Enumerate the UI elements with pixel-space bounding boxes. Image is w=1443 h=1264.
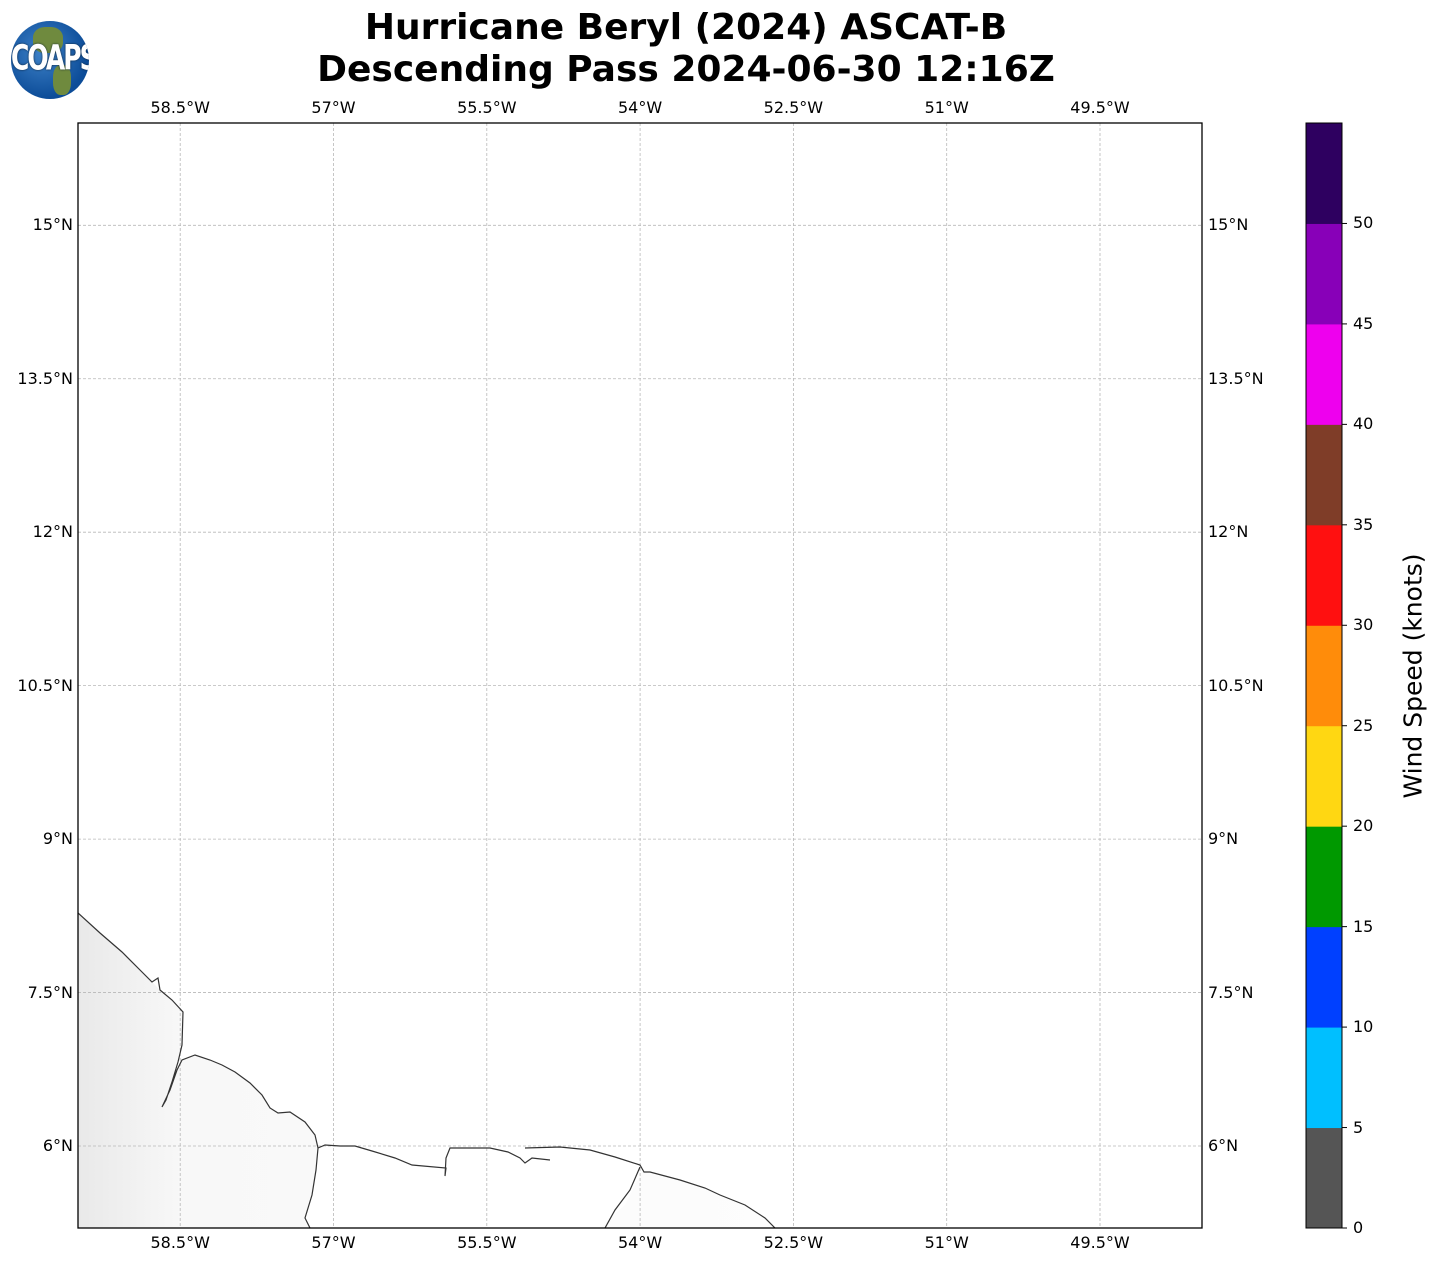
colorbar-frame bbox=[1305, 122, 1343, 1229]
lat-label-right: 6°N bbox=[1208, 1136, 1239, 1155]
land-fill bbox=[78, 913, 775, 1228]
lat-label-right: 7.5°N bbox=[1208, 982, 1254, 1002]
title-line-2: Descending Pass 2024-06-30 12:16Z bbox=[317, 49, 1055, 90]
colorbar bbox=[1305, 122, 1347, 1229]
lon-label-top: 52.5°W bbox=[763, 98, 824, 117]
lon-label-bottom: 54°W bbox=[618, 1233, 663, 1252]
lat-label-left: 6°N bbox=[42, 1136, 73, 1155]
lon-label-top: 58.5°W bbox=[150, 98, 210, 117]
colorbar-bin bbox=[1306, 826, 1342, 928]
lon-label-bottom: 57°W bbox=[311, 1233, 356, 1252]
colorbar-bin bbox=[1306, 725, 1342, 827]
colorbar-bin bbox=[1306, 625, 1342, 727]
gridlines bbox=[78, 123, 1202, 1228]
colorbar-tick-label: 35 bbox=[1353, 514, 1374, 534]
lat-label-left: 9°N bbox=[42, 829, 73, 849]
lon-label-top: 51°W bbox=[924, 98, 969, 117]
colorbar-bin bbox=[1306, 123, 1342, 224]
colorbar-tick-label: 0 bbox=[1353, 1218, 1364, 1237]
lon-label-bottom: 49.5°W bbox=[1070, 1233, 1130, 1252]
colorbar-tick-label: 25 bbox=[1353, 715, 1374, 735]
colorbar-tick-label: 10 bbox=[1353, 1017, 1374, 1037]
lon-label-top: 49.5°W bbox=[1070, 98, 1130, 117]
colorbar-title: Wind Speed (knots) bbox=[1398, 553, 1428, 799]
lat-label-left: 13.5°N bbox=[17, 368, 73, 388]
lat-label-right: 9°N bbox=[1208, 829, 1239, 849]
lon-label-bottom: 55.5°W bbox=[457, 1233, 517, 1252]
lat-label-right: 12°N bbox=[1208, 522, 1249, 542]
colorbar-bin bbox=[1306, 524, 1342, 626]
title-line-1: Hurricane Beryl (2024) ASCAT-B bbox=[364, 7, 1008, 48]
colorbar-bin bbox=[1306, 1027, 1342, 1129]
coastline bbox=[78, 912, 776, 1228]
logo-text: COAPS bbox=[11, 37, 89, 78]
colorbar-tick-label: 20 bbox=[1353, 816, 1374, 836]
colorbar-tick-label: 40 bbox=[1353, 414, 1374, 434]
coaps-logo: COAPS bbox=[11, 21, 89, 99]
colorbar-tick-label: 50 bbox=[1353, 213, 1374, 233]
colorbar-tick-label: 5 bbox=[1353, 1117, 1364, 1137]
lat-label-left: 15°N bbox=[32, 215, 73, 235]
lat-label-right: 10.5°N bbox=[1208, 675, 1264, 695]
lat-label-right: 15°N bbox=[1208, 215, 1249, 235]
lat-label-left: 10.5°N bbox=[17, 675, 73, 695]
map-frame bbox=[77, 122, 1203, 1229]
colorbar-bin bbox=[1306, 1127, 1342, 1229]
lon-label-top: 54°W bbox=[618, 98, 663, 117]
colorbar-tick-label: 15 bbox=[1353, 916, 1374, 936]
lon-label-bottom: 51°W bbox=[924, 1233, 969, 1252]
colorbar-tick-label: 45 bbox=[1353, 313, 1374, 333]
lat-label-left: 7.5°N bbox=[27, 982, 73, 1002]
lon-label-bottom: 52.5°W bbox=[763, 1233, 824, 1252]
colorbar-bin bbox=[1306, 323, 1342, 425]
lon-label-bottom: 58.5°W bbox=[150, 1233, 210, 1252]
colorbar-bin bbox=[1306, 926, 1342, 1028]
lat-label-left: 12°N bbox=[32, 522, 73, 542]
colorbar-tick-label: 30 bbox=[1353, 615, 1374, 635]
colorbar-bin bbox=[1306, 223, 1342, 325]
lon-label-top: 55.5°W bbox=[457, 98, 517, 117]
lat-label-right: 13.5°N bbox=[1208, 368, 1264, 388]
colorbar-bin bbox=[1306, 424, 1342, 526]
lon-label-top: 57°W bbox=[311, 98, 356, 117]
